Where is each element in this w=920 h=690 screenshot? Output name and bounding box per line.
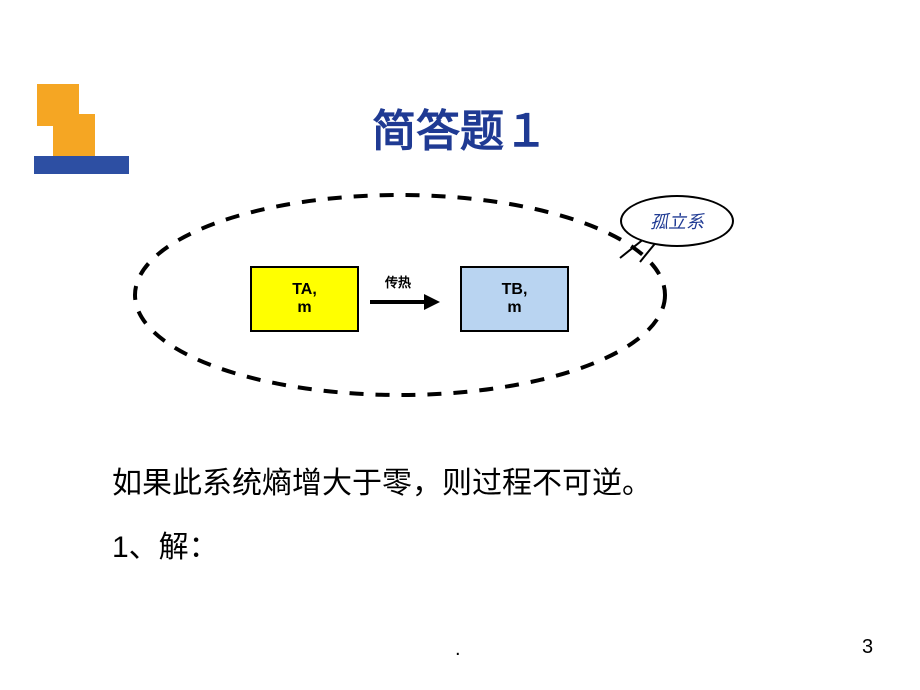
box-ta-line1: TA, [292, 281, 317, 299]
box-tb-line1: TB, [502, 281, 528, 299]
heat-arrow-label: 传热 [385, 272, 411, 291]
isolated-system-label: 孤立系 [620, 195, 734, 247]
isolated-system-text: 孤立系 [650, 208, 704, 234]
body-line-2: 1、解： [112, 522, 219, 566]
heat-arrow-line [370, 300, 426, 304]
box-ta-line2: m [297, 299, 311, 317]
page-number: 3 [862, 636, 873, 659]
system-boundary-ellipse [0, 0, 920, 690]
footer-dot: . [455, 638, 461, 661]
box-tb: TB, m [460, 266, 569, 332]
heat-arrow-head [424, 294, 440, 310]
box-ta: TA, m [250, 266, 359, 332]
body-line-1: 如果此系统熵增大于零，则过程不可逆。 [112, 458, 652, 502]
box-tb-line2: m [507, 299, 521, 317]
